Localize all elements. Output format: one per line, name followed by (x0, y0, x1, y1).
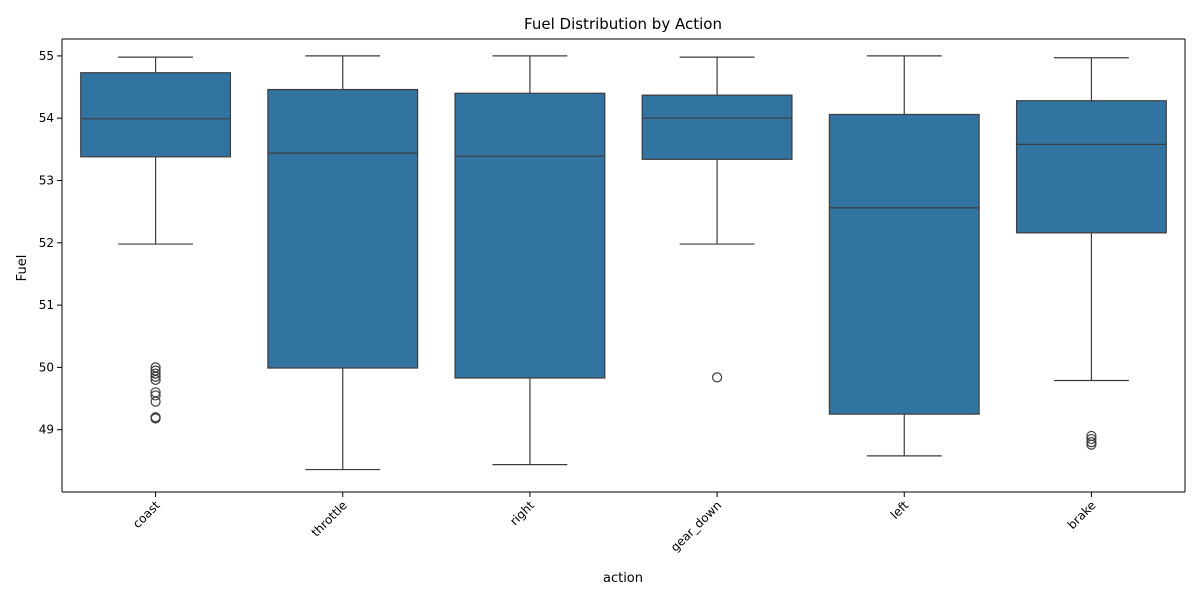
y-tick-label: 52 (39, 236, 54, 250)
box (454, 92, 606, 379)
box-group-gear_down (641, 56, 793, 383)
box (267, 88, 419, 369)
box-group-left (828, 55, 980, 457)
outlier-point (150, 396, 161, 407)
outlier-point (1086, 437, 1097, 448)
box-group-right (454, 55, 606, 466)
outlier-point (150, 390, 161, 401)
box-group-throttle (267, 55, 419, 471)
outlier-point (1086, 439, 1097, 450)
x-tick-label: throttle (309, 498, 350, 539)
box (641, 94, 793, 160)
plot-area (80, 55, 1167, 471)
y-tick-label: 54 (39, 111, 54, 125)
chart-title: Fuel Distribution by Action (524, 15, 722, 33)
x-tick-label: gear_down (668, 498, 724, 554)
x-tick-label: left (888, 498, 912, 522)
outlier-point (150, 413, 161, 424)
outlier-point (1086, 433, 1097, 445)
outlier-point (150, 374, 161, 385)
box (828, 113, 980, 415)
y-tick-label: 55 (39, 49, 54, 63)
x-axis-label: action (603, 571, 643, 586)
x-tick-label: right (507, 498, 537, 528)
box (80, 72, 232, 158)
outlier-point (150, 368, 161, 379)
y-axis-label: Fuel (15, 255, 30, 282)
box-group-brake (1015, 57, 1167, 450)
y-tick-label: 50 (39, 360, 54, 374)
outlier-point (150, 371, 161, 382)
y-tick-label: 49 (39, 423, 54, 437)
x-tick-label: brake (1065, 498, 1099, 532)
y-tick-label: 51 (39, 298, 54, 312)
x-tick-label: coast (130, 498, 163, 531)
y-tick-label: 53 (39, 174, 54, 188)
box (1015, 100, 1167, 234)
box-group-coast (80, 56, 232, 424)
outlier-point (711, 372, 723, 383)
